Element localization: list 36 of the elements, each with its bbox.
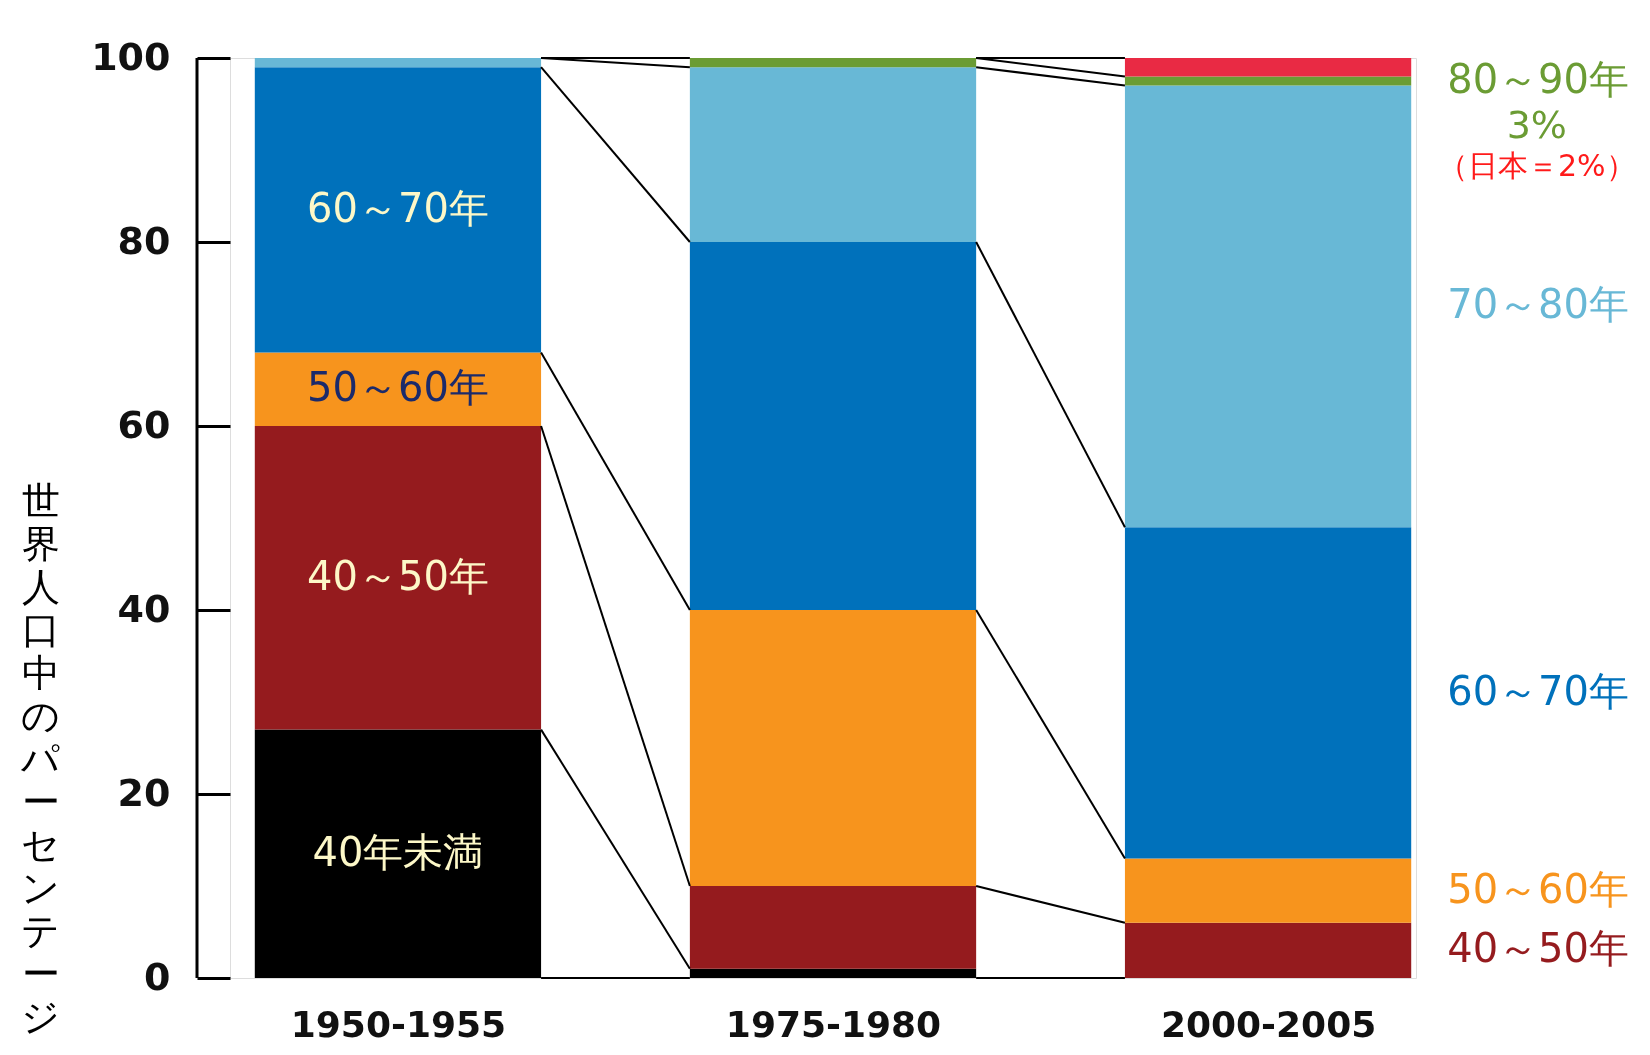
text: 50～60年: [1447, 865, 1630, 912]
text: 60～70年: [307, 184, 489, 231]
bar: [1124, 58, 1412, 77]
text: （日本＝2%）: [1438, 148, 1636, 184]
y-tick-label: 40: [117, 586, 171, 631]
text: 世界人口中のパーセンテージ: [21, 478, 60, 1039]
y-tick-label: 100: [91, 34, 171, 79]
bar: [689, 242, 977, 610]
y-tick-label: 80: [117, 218, 171, 263]
bar: [254, 352, 542, 426]
text: 3%: [1506, 102, 1567, 147]
text: 40～50年: [307, 552, 489, 599]
series-label: 60～70年: [1447, 667, 1630, 714]
bar: [689, 610, 977, 886]
bar: [1124, 858, 1412, 923]
series-label: 40年未満: [312, 828, 484, 875]
series-label: 70～80年: [1447, 281, 1630, 328]
y-tick-label: 20: [117, 770, 171, 815]
bar: [254, 426, 542, 730]
x-tick-label: 1975-1980: [725, 1003, 942, 1045]
bar: [689, 58, 977, 68]
bar: [1124, 85, 1412, 528]
y-tick-label: 0: [144, 954, 171, 999]
bar: [254, 67, 542, 353]
bar: [254, 58, 542, 68]
bar: [689, 886, 977, 969]
bar: [689, 67, 977, 242]
x-tick-label: 1950-1955: [290, 1003, 507, 1045]
series-label: 50～60年: [307, 364, 489, 411]
series-label: 80～90年: [1447, 56, 1630, 102]
bar: [1124, 922, 1412, 978]
y-tick-label: 60: [117, 402, 171, 447]
series-label: 40～50年: [1447, 925, 1630, 972]
x-tick-label: 2000-2005: [1160, 1003, 1377, 1045]
bar: [1124, 76, 1412, 86]
bar: [1124, 527, 1412, 859]
